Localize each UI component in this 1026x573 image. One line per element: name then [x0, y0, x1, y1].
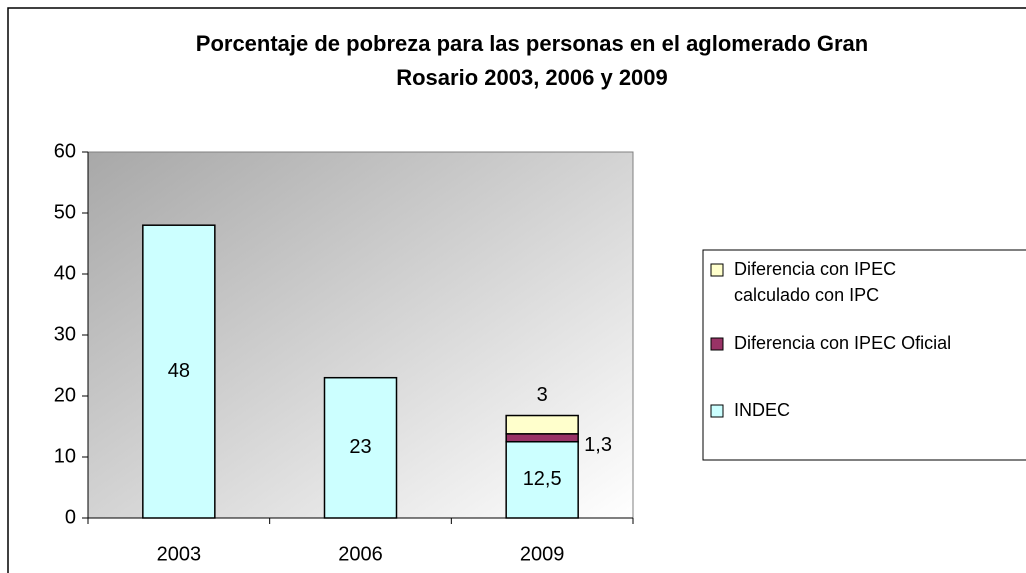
chart-title: Porcentaje de pobreza para las personas …: [196, 31, 868, 90]
data-label: 12,5: [523, 468, 562, 490]
y-tick-label: 10: [54, 445, 76, 467]
legend-label: INDEC: [734, 400, 790, 420]
legend-swatch: [710, 404, 724, 418]
legend-swatch: [710, 337, 724, 351]
legend-label: Diferencia con IPEC calculado con IPC: [734, 259, 896, 305]
y-tick-label: 60: [54, 140, 76, 162]
x-tick-label: 2009: [520, 543, 565, 565]
x-tick-label: 2006: [338, 543, 383, 565]
data-label: 1,3: [584, 434, 612, 456]
legend-swatch: [710, 263, 724, 277]
bar-segment: [142, 224, 216, 519]
data-label: 3: [537, 384, 548, 406]
y-tick-label: 20: [54, 384, 76, 406]
y-tick-label: 30: [54, 323, 76, 345]
data-label: 48: [168, 360, 190, 382]
bar-segment: [505, 433, 579, 443]
y-tick-label: 40: [54, 262, 76, 284]
data-label: 23: [349, 436, 371, 458]
legend-box: [702, 249, 1026, 461]
bar-segment: [505, 441, 579, 519]
legend-label: Diferencia con IPEC Oficial: [734, 333, 951, 353]
y-tick-label: 50: [54, 201, 76, 223]
bar-segment: [323, 376, 398, 519]
bar-segment: [505, 414, 579, 435]
x-tick-label: 2003: [157, 543, 202, 565]
y-tick-label: 0: [65, 506, 76, 528]
